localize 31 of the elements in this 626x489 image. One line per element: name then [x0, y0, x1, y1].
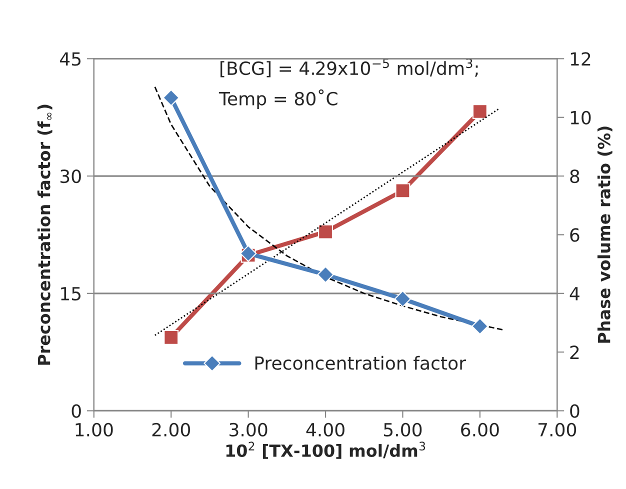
x-tick-label: 7.00 — [538, 422, 576, 437]
point — [472, 318, 488, 335]
y-tick-label: 15 — [61, 287, 81, 301]
x-axis-title: 10$^{2}$ [TX-100] mol/dm$^{3}$ — [226, 442, 426, 459]
x-tick-label: 6.00 — [461, 422, 499, 437]
y2-tick-label: 8 — [570, 170, 580, 184]
y-tick-label: 0 — [72, 404, 81, 418]
y2-tick-label: 0 — [570, 404, 580, 418]
y2-tick-label: 4 — [570, 287, 580, 300]
y2-tick-label: 10 — [570, 110, 591, 124]
point — [164, 330, 179, 345]
y2-tick-label: 2 — [570, 346, 579, 359]
y-tick-label: 45 — [60, 52, 81, 66]
x-tick-label: 4.00 — [306, 422, 344, 437]
y-tick-label: 30 — [60, 170, 81, 184]
y2-tick-label: 12 — [570, 52, 590, 66]
legend-label: Preconcentration factor — [255, 356, 466, 370]
point — [162, 89, 180, 106]
point — [472, 104, 488, 119]
x-tick-label: 5.00 — [384, 422, 422, 437]
y-axis-title: Preconcentration factor (f$_{∞}$) — [37, 104, 52, 365]
annotation: Temp = 80˚C — [218, 89, 338, 109]
x-tick-label: 3.00 — [230, 422, 268, 437]
point — [318, 224, 333, 240]
point — [395, 183, 410, 198]
y2-axis-title: Phase volume ratio (%) — [597, 126, 612, 343]
point — [394, 290, 412, 308]
x-tick-label: 1.00 — [76, 422, 113, 437]
x-tick-label: 2.00 — [152, 422, 190, 437]
y2-tick-label: 6 — [570, 228, 580, 242]
point — [317, 266, 334, 283]
